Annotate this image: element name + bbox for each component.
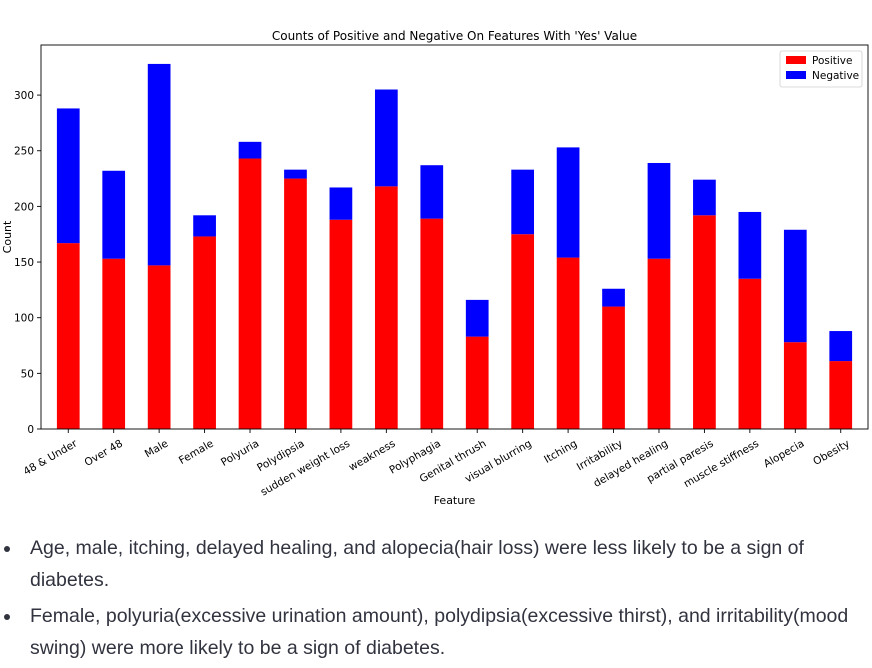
bar-negative-4 bbox=[238, 141, 262, 159]
y-tick-label: 0 bbox=[27, 424, 34, 436]
stacked-bar-chart: 0 50 100 150 200 250 300 48 & Under Over 48 Male F… bbox=[1, 29, 869, 507]
bar-negative-3 bbox=[193, 215, 216, 237]
y-tick-label: 200 bbox=[14, 201, 34, 213]
legend-label-negative: Negative bbox=[812, 70, 859, 82]
bar-negative-17 bbox=[829, 331, 853, 362]
x-tick-label: Obesity bbox=[811, 438, 852, 468]
legend-swatch-negative bbox=[786, 71, 806, 79]
y-tick-label: 50 bbox=[21, 368, 34, 380]
bar-positive-6 bbox=[329, 219, 353, 429]
y-tick-label: 250 bbox=[14, 146, 34, 158]
bar-positive-7 bbox=[374, 186, 398, 429]
bar-negative-2 bbox=[147, 63, 171, 266]
x-tick-label: Itching bbox=[542, 438, 579, 466]
y-tick-label: 150 bbox=[14, 257, 34, 269]
chart-title: Counts of Positive and Negative On Featu… bbox=[272, 29, 637, 43]
bar-positive-5 bbox=[284, 178, 307, 429]
note-item: Female, polyuria(excessive urination amo… bbox=[0, 600, 872, 664]
bar-positive-17 bbox=[829, 361, 853, 429]
x-tick-label: Female bbox=[177, 438, 216, 467]
x-tick-label: Male bbox=[143, 438, 171, 461]
bar-positive-12 bbox=[602, 306, 625, 429]
bar-negative-11 bbox=[556, 147, 580, 258]
notes-list: Age, male, itching, delayed healing, and… bbox=[0, 532, 872, 668]
note-item: Age, male, itching, delayed healing, and… bbox=[0, 532, 872, 596]
legend-label-positive: Positive bbox=[812, 55, 852, 67]
bar-positive-14 bbox=[693, 215, 716, 429]
bar-positive-13 bbox=[647, 258, 671, 429]
bar-positive-15 bbox=[738, 278, 762, 429]
bar-negative-0 bbox=[56, 108, 80, 244]
bar-positive-0 bbox=[56, 243, 80, 429]
bar-positive-2 bbox=[147, 265, 171, 429]
x-tick-label: 48 & Under bbox=[21, 437, 80, 478]
bar-negative-7 bbox=[374, 89, 398, 187]
bar-negative-12 bbox=[602, 288, 625, 307]
bar-positive-3 bbox=[193, 236, 216, 429]
bar-negative-9 bbox=[465, 299, 489, 337]
plot-frame bbox=[40, 44, 869, 430]
chart-svg: 0 50 100 150 200 250 300 48 & Under Over 48 Male F… bbox=[1, 29, 869, 507]
x-tick-label: muscle stiffness bbox=[682, 438, 761, 491]
bar-positive-16 bbox=[783, 342, 807, 429]
x-axis-label: Feature bbox=[434, 494, 476, 507]
y-axis-label: Count bbox=[1, 220, 14, 253]
bar-positive-4 bbox=[238, 158, 262, 429]
x-tick-label: Over 48 bbox=[83, 438, 125, 469]
y-tick-label: 100 bbox=[14, 313, 34, 325]
bar-negative-1 bbox=[102, 170, 126, 259]
bar-positive-8 bbox=[420, 218, 444, 429]
bar-negative-10 bbox=[511, 169, 535, 235]
bar-negative-5 bbox=[284, 169, 307, 179]
y-tick-label: 300 bbox=[14, 90, 34, 102]
bar-positive-11 bbox=[556, 257, 580, 429]
x-tick-label: Alopecia bbox=[762, 438, 807, 471]
bar-negative-14 bbox=[693, 179, 716, 216]
legend-swatch-positive bbox=[786, 56, 806, 64]
bar-positive-10 bbox=[511, 234, 535, 429]
bar-negative-15 bbox=[738, 211, 762, 279]
bar-negative-16 bbox=[783, 229, 807, 343]
bar-negative-13 bbox=[647, 162, 671, 259]
bar-negative-6 bbox=[329, 187, 353, 220]
bar-positive-1 bbox=[102, 258, 126, 429]
bar-negative-8 bbox=[420, 165, 444, 219]
bar-positive-9 bbox=[465, 336, 489, 429]
